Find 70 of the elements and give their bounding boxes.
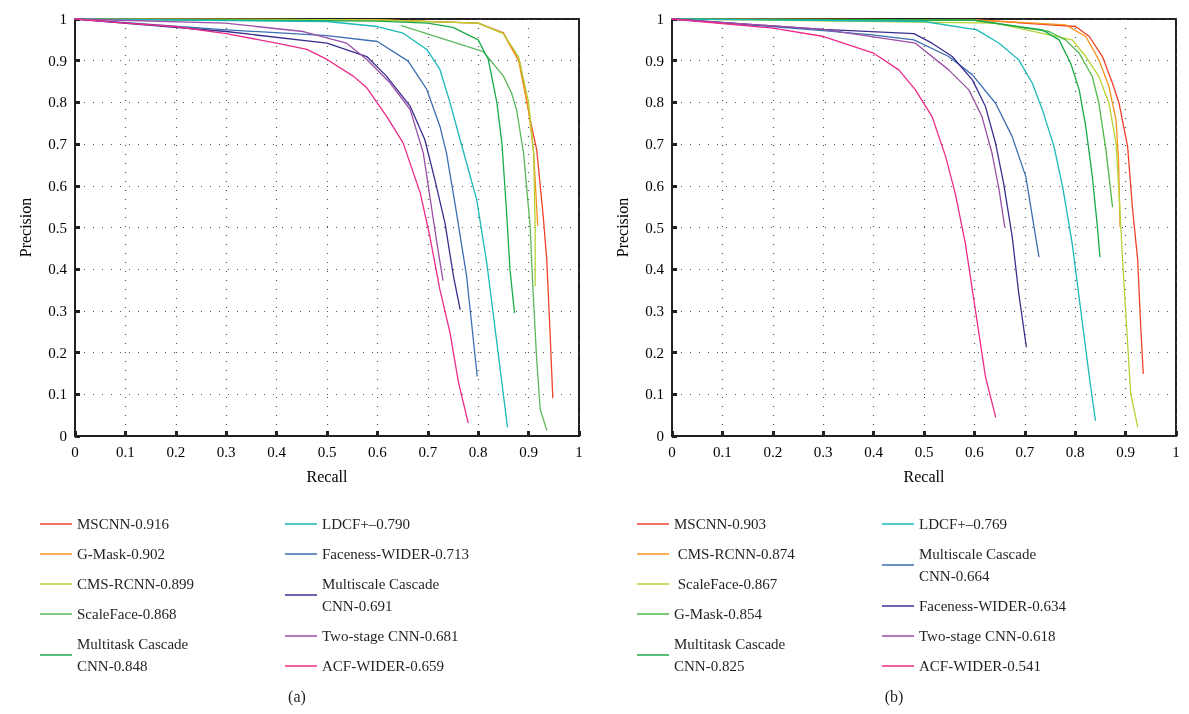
legend-label: Two-stage CNN-0.618	[919, 628, 1056, 644]
x-tick-label: 0.4	[267, 443, 287, 460]
x-tick-label: 0.7	[1015, 443, 1035, 460]
legend-label: Multiscale Cascade CNN-0.691	[322, 576, 443, 614]
legend-label: ScaleFace-0.868	[77, 606, 177, 622]
y-tick-label: 0.7	[48, 136, 68, 153]
x-tick-label: 0.2	[763, 443, 783, 460]
legend-label: CMS-RCNN-0.874	[674, 546, 796, 562]
legend-label: G-Mask-0.902	[77, 546, 165, 562]
text: (a)	[288, 687, 306, 706]
legend-label: ACF-WIDER-0.659	[322, 658, 445, 674]
x-tick-label: 0.8	[468, 443, 488, 460]
y-tick-label: 0.9	[48, 52, 67, 69]
x-tick-label: 0.4	[864, 443, 884, 460]
x-axis-title: Recall	[306, 467, 348, 485]
y-tick-label: 0.3	[48, 302, 67, 319]
y-tick-label: 0.5	[48, 219, 67, 236]
legend-label: G-Mask-0.854	[674, 606, 763, 622]
y-tick-label: 0.1	[645, 386, 664, 403]
y-tick-label: 0.4	[48, 261, 68, 278]
x-tick-label: 0.3	[813, 443, 833, 460]
x-tick-label: 0.9	[519, 443, 538, 460]
legend-label: ACF-WIDER-0.541	[919, 658, 1042, 674]
legend-label: CMS-RCNN-0.899	[77, 576, 195, 592]
x-tick-label: 0.1	[116, 443, 135, 460]
y-tick-label: 1	[656, 11, 664, 27]
legend-label: Faceness-WIDER-0.634	[919, 598, 1067, 614]
y-tick-label: 0.8	[48, 94, 67, 111]
y-tick-label: 0.6	[645, 177, 665, 194]
y-tick-label: 0	[656, 428, 664, 444]
y-tick-label: 0.2	[48, 344, 67, 361]
legend-label: Multitask Cascade CNN-0.825	[674, 636, 789, 674]
x-tick-label: 1	[1172, 443, 1180, 460]
legend-label: Faceness-WIDER-0.713	[322, 546, 470, 562]
y-tick-label: 0.8	[645, 94, 664, 111]
y-tick-label: 0.2	[645, 344, 664, 361]
x-tick-label: 0.5	[914, 443, 934, 460]
legend-label: Two-stage CNN-0.681	[322, 628, 459, 644]
y-tick-label: 0.7	[645, 136, 665, 153]
y-tick-label: 0.4	[645, 261, 665, 278]
legend-label: MSCNN-0.903	[674, 516, 767, 532]
x-tick-label: 0.7	[418, 443, 438, 460]
x-tick-label: 0.1	[713, 443, 732, 460]
x-tick-label: 0.8	[1065, 443, 1085, 460]
legend-label: ScaleFace-0.867	[674, 576, 778, 592]
y-tick-label: 0.3	[645, 302, 664, 319]
x-tick-label: 0	[668, 443, 676, 460]
legend-label: LDCF+–0.769	[919, 516, 1008, 532]
legend-label: MSCNN-0.916	[77, 516, 170, 532]
x-tick-label: 0.6	[368, 443, 388, 460]
x-tick-label: 0	[71, 443, 79, 460]
legend-label: Multiscale Cascade CNN-0.664	[919, 546, 1040, 584]
y-tick-label: 0.5	[645, 219, 664, 236]
x-tick-label: 1	[575, 443, 583, 460]
x-axis-title: Recall	[903, 467, 945, 485]
x-tick-label: 0.6	[965, 443, 985, 460]
y-tick-label: 0.1	[48, 386, 67, 403]
y-axis-title: Precision	[613, 197, 631, 258]
x-tick-label: 0.2	[166, 443, 186, 460]
y-tick-label: 0.6	[48, 177, 68, 194]
y-tick-label: 1	[59, 11, 67, 27]
x-tick-label: 0.5	[317, 443, 337, 460]
x-tick-label: 0.3	[216, 443, 236, 460]
legend-label: Multitask Cascade CNN-0.848	[77, 636, 192, 674]
y-tick-label: 0	[59, 428, 67, 444]
legend-label: LDCF+–0.790	[322, 516, 411, 532]
text: (b)	[884, 687, 904, 706]
y-axis-title: Precision	[16, 197, 34, 258]
x-tick-label: 0.9	[1116, 443, 1135, 460]
y-tick-label: 0.9	[645, 52, 664, 69]
